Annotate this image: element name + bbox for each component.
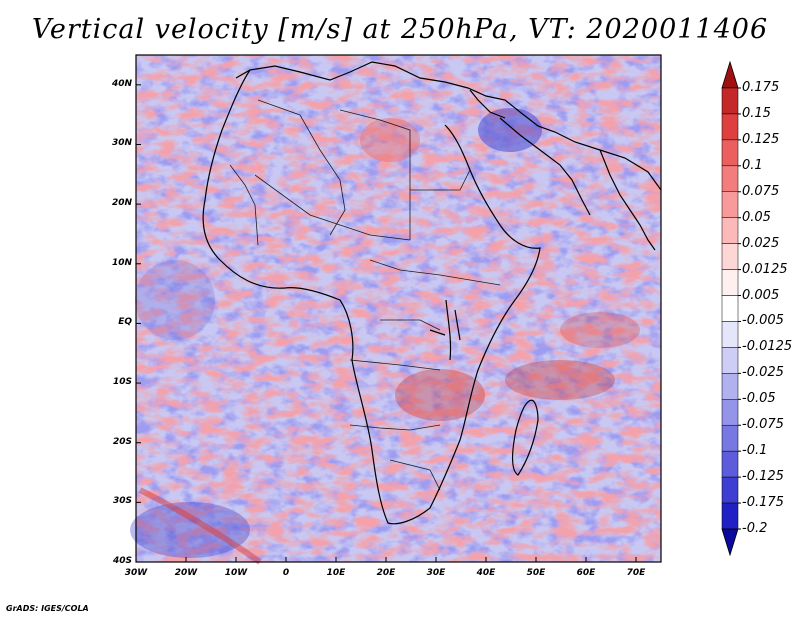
- colorbar-label: -0.2: [742, 521, 768, 536]
- colorbar-label: -0.025: [742, 365, 784, 381]
- colorbar-swatch: [721, 87, 739, 115]
- lat-label: 10S: [112, 377, 132, 388]
- colorbar-swatch: [721, 476, 739, 504]
- colorbar-swatch: [721, 243, 739, 270]
- colorbar-top-arrow: [721, 60, 739, 89]
- colorbar-label: 0.1: [742, 157, 763, 173]
- lon-label: 60E: [576, 568, 596, 578]
- lon-label: 10E: [326, 568, 346, 578]
- colorbar-swatch: [721, 295, 739, 322]
- colorbar-label: 0.075: [742, 183, 780, 199]
- colorbar-swatch: [721, 113, 739, 141]
- colorbar-swatch: [721, 424, 739, 452]
- axis-ticks: [135, 84, 637, 563]
- colorbar-swatch: [721, 321, 739, 348]
- colorbar-swatch: [721, 347, 739, 374]
- lon-label: 20E: [376, 568, 396, 578]
- colorbar-label: -0.005: [742, 313, 784, 329]
- colorbar-swatch: [721, 191, 739, 218]
- lon-label: 20W: [174, 568, 198, 578]
- lon-label: 10W: [224, 568, 248, 578]
- lat-label: EQ: [118, 317, 132, 328]
- colorbar-label: 0.05: [742, 209, 771, 225]
- velocity-field: [130, 55, 661, 565]
- lon-label: 30W: [124, 568, 148, 578]
- colorbar-label: -0.05: [742, 391, 776, 407]
- colorbar-swatch: [721, 139, 739, 167]
- lat-label: 30S: [112, 496, 132, 507]
- lat-label: 10N: [111, 257, 132, 268]
- colorbar-label: 0.125: [742, 131, 780, 147]
- colorbar-label: -0.1: [742, 443, 768, 459]
- grads-credit: GrADS: IGES/COLA: [6, 604, 89, 613]
- colorbar-label: 0.025: [742, 235, 780, 251]
- lat-label: 40N: [111, 78, 132, 89]
- colorbar-swatch: [721, 450, 739, 478]
- lon-label: 70E: [626, 568, 646, 578]
- colorbar-swatch: [721, 217, 739, 244]
- colorbar-swatch: [721, 502, 739, 530]
- lat-label: 20S: [112, 436, 132, 447]
- colorbar-label: -0.0125: [742, 339, 793, 355]
- coastlines: [202, 61, 662, 525]
- lat-label: 30N: [111, 138, 132, 149]
- colorbar-label: -0.175: [742, 495, 784, 511]
- map-frame: [135, 54, 662, 563]
- colorbar-label: -0.125: [742, 469, 784, 485]
- colorbar-label: 0.005: [742, 287, 780, 303]
- colorbar-label: 0.15: [742, 105, 771, 121]
- colorbar-swatch: [721, 165, 739, 193]
- colorbar-swatch: [721, 373, 739, 400]
- lon-label: 0: [282, 568, 290, 578]
- colorbar: [721, 60, 741, 557]
- colorbar-bottom-arrow: [721, 528, 739, 557]
- lat-label: 40S: [112, 556, 132, 566]
- chart-title: Vertical velocity [m/s] at 250hPa, VT: 2…: [31, 14, 769, 45]
- colorbar-label: -0.075: [742, 417, 784, 433]
- country-borders: [229, 99, 501, 491]
- lat-label: 20N: [111, 198, 132, 209]
- lon-label: 50E: [526, 568, 546, 578]
- colorbar-swatch: [721, 399, 739, 426]
- colorbar-label: 0.175: [742, 80, 780, 95]
- lon-label: 40E: [476, 568, 496, 578]
- lon-label: 30E: [426, 568, 446, 578]
- colorbar-label: 0.0125: [742, 261, 788, 277]
- colorbar-swatch: [721, 269, 739, 296]
